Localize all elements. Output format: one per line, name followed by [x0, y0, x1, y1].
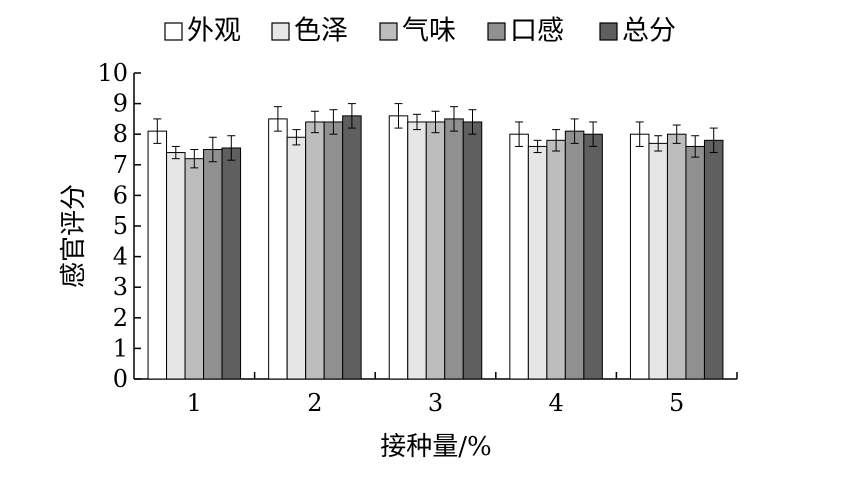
bar	[546, 139, 566, 380]
x-tick-label: 4	[548, 389, 563, 417]
error-bar	[227, 135, 236, 161]
error-bar	[171, 145, 180, 160]
legend-entry: 口感	[487, 16, 564, 47]
bar	[564, 130, 585, 380]
bar	[342, 115, 362, 380]
y-axis-title: 感官评分	[59, 184, 89, 288]
error-bar	[450, 106, 458, 132]
error-bar	[153, 118, 162, 144]
y-tick-label: 2	[113, 304, 128, 332]
bar	[184, 158, 205, 380]
legend-swatch	[379, 22, 398, 41]
error-bar	[654, 135, 663, 152]
x-axis-title: 接种量/%	[380, 432, 491, 462]
error-bar	[533, 139, 542, 154]
bar	[268, 118, 288, 380]
legend-entry: 气味	[379, 16, 456, 47]
legend-label: 总分	[622, 16, 676, 47]
error-bar	[329, 109, 338, 135]
error-bar	[347, 103, 356, 129]
x-tick-label: 1	[187, 389, 202, 417]
error-bar	[635, 121, 644, 147]
error-bar	[394, 103, 403, 129]
legend: 外观 色泽 气味 口感 总分	[164, 16, 676, 47]
error-bars	[153, 103, 718, 169]
bar	[583, 133, 603, 380]
legend-swatch	[599, 22, 618, 41]
bar	[527, 145, 548, 380]
y-tick-label: 3	[113, 273, 128, 301]
bar	[166, 152, 186, 380]
bar	[407, 121, 427, 380]
error-bar	[413, 113, 421, 131]
y-tick-label: 10	[97, 59, 128, 87]
y-tick-label: 8	[113, 120, 128, 148]
error-bar	[273, 106, 282, 132]
legend-label: 气味	[402, 16, 456, 47]
bar	[221, 147, 242, 380]
error-bar	[515, 121, 524, 147]
legend-swatch	[164, 22, 183, 41]
bar	[685, 145, 705, 380]
x-tick-label: 5	[669, 389, 684, 417]
error-bar	[672, 124, 681, 144]
y-tick-label: 0	[113, 365, 128, 393]
legend-label: 外观	[187, 16, 241, 47]
error-bar	[709, 127, 718, 154]
bar	[286, 136, 307, 380]
legend-swatch	[271, 22, 290, 41]
error-bar	[691, 135, 700, 158]
y-tick-label: 5	[113, 212, 128, 240]
bar	[703, 139, 724, 380]
y-tick-label: 9	[113, 90, 128, 118]
bar	[425, 121, 446, 380]
legend-entry: 总分	[599, 16, 676, 47]
error-bar	[208, 136, 217, 163]
error-bar	[292, 129, 301, 146]
legend-entry: 色泽	[271, 16, 348, 47]
y-tick-label: 4	[113, 243, 128, 271]
y-tick-label: 1	[113, 334, 128, 362]
error-bar	[468, 109, 477, 135]
legend-label: 口感	[510, 16, 564, 47]
error-bar	[190, 149, 199, 169]
bar	[323, 121, 344, 380]
bar	[305, 121, 325, 380]
bars	[147, 115, 724, 380]
bar	[147, 130, 168, 380]
legend-entry: 外观	[164, 16, 241, 47]
error-bar	[552, 129, 561, 152]
bar	[444, 118, 464, 380]
bar	[203, 149, 223, 380]
bar	[388, 115, 409, 380]
error-bar	[310, 110, 319, 134]
error-bar	[589, 121, 598, 147]
bar	[666, 133, 687, 380]
error-bar	[431, 110, 440, 134]
legend-label: 色泽	[294, 16, 348, 47]
x-tick-label: 2	[307, 389, 322, 417]
bar	[462, 121, 483, 380]
x-tick-label: 3	[428, 389, 443, 417]
y-axis: 0 12 34 5 67 89 10	[97, 59, 141, 393]
bar	[648, 142, 668, 380]
y-tick-label: 7	[113, 151, 128, 179]
error-bar	[570, 118, 579, 144]
bar	[509, 133, 529, 380]
y-tick-label: 6	[113, 181, 128, 209]
legend-swatch	[487, 22, 506, 41]
bar	[629, 133, 650, 380]
